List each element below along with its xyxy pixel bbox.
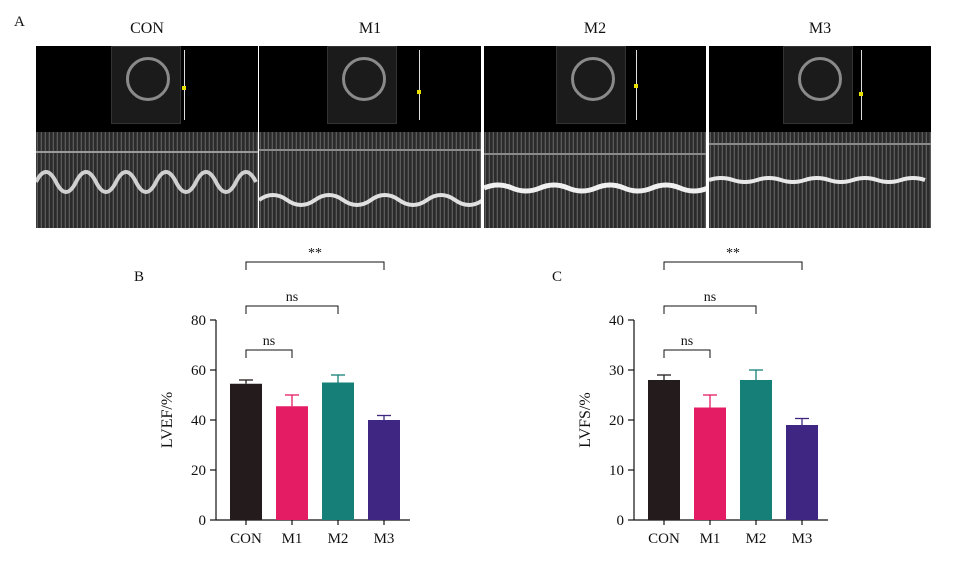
significance-bracket (245, 261, 385, 270)
echo-image-m3 (709, 46, 931, 228)
x-tick-label: M3 (792, 531, 813, 547)
y-tick-label: 20 (609, 413, 624, 429)
lvef-bar-chart: B 0 20 40 60 80 LVEF/% CON M1 M2 M3 ns ns ** (134, 246, 410, 547)
bar-m3 (368, 420, 400, 520)
bar-con (230, 383, 262, 520)
lvfs-bar-chart: C 0 10 20 30 40 LVFS/% CON M1 M2 M3 ns ns ** (552, 246, 828, 547)
bar-m1 (276, 406, 308, 520)
y-tick-label: 10 (609, 463, 624, 479)
significance-label: ** (308, 246, 322, 261)
significance-label: ** (726, 246, 740, 261)
x-tick-label: CON (230, 531, 262, 547)
cursor-marker (417, 90, 421, 94)
cursor-marker (182, 86, 186, 90)
y-tick-label: 0 (617, 513, 625, 529)
echo-title-con: CON (130, 20, 164, 37)
m-mode-trace (259, 132, 481, 228)
y-axis-label: LVFS/% (577, 392, 594, 447)
bar-con (648, 380, 680, 520)
b-mode-view (327, 46, 397, 124)
echo-image-m1 (259, 46, 481, 228)
depth-scale (184, 50, 193, 120)
cursor-marker (859, 92, 863, 96)
y-tick-label: 60 (191, 363, 206, 379)
echo-image-m2 (484, 46, 706, 228)
m-mode-trace (36, 132, 258, 228)
b-mode-view (111, 46, 181, 124)
echo-title-m2: M2 (583, 20, 607, 37)
x-tick-label: CON (648, 531, 680, 547)
panel-letter: B (134, 269, 144, 285)
depth-scale (419, 50, 428, 120)
b-mode-view (556, 46, 626, 124)
y-tick-label: 20 (191, 463, 206, 479)
significance-bracket (245, 349, 293, 358)
panel-letter: C (552, 269, 562, 285)
x-tick-label: M3 (374, 531, 395, 547)
bar-m2 (322, 382, 354, 520)
bar-m3 (786, 425, 818, 520)
y-tick-label: 30 (609, 363, 624, 379)
echo-title-m1: M1 (358, 20, 382, 37)
m-mode-trace (709, 132, 931, 228)
x-tick-label: M2 (328, 531, 349, 547)
significance-bracket (245, 305, 339, 314)
echo-title-m3: M3 (808, 20, 832, 37)
significance-label: ns (263, 334, 275, 349)
significance-label: ns (681, 334, 693, 349)
significance-bracket (663, 261, 803, 270)
bar-m1 (694, 407, 726, 520)
significance-bracket (663, 305, 757, 314)
echo-image-con (36, 46, 258, 228)
depth-scale (861, 50, 870, 120)
cursor-marker (634, 84, 638, 88)
bar-m2 (740, 380, 772, 520)
significance-bracket (663, 349, 711, 358)
y-tick-label: 80 (191, 313, 206, 329)
x-tick-label: M1 (282, 531, 303, 547)
y-axis-label: LVEF/% (159, 392, 176, 448)
significance-label: ns (286, 290, 298, 305)
panel-a-letter: A (14, 14, 25, 30)
significance-label: ns (704, 290, 716, 305)
y-tick-label: 40 (191, 413, 206, 429)
x-tick-label: M2 (746, 531, 767, 547)
m-mode-trace (484, 132, 706, 228)
b-mode-view (783, 46, 853, 124)
y-tick-label: 40 (609, 313, 624, 329)
x-tick-label: M1 (700, 531, 721, 547)
y-tick-label: 0 (199, 513, 207, 529)
